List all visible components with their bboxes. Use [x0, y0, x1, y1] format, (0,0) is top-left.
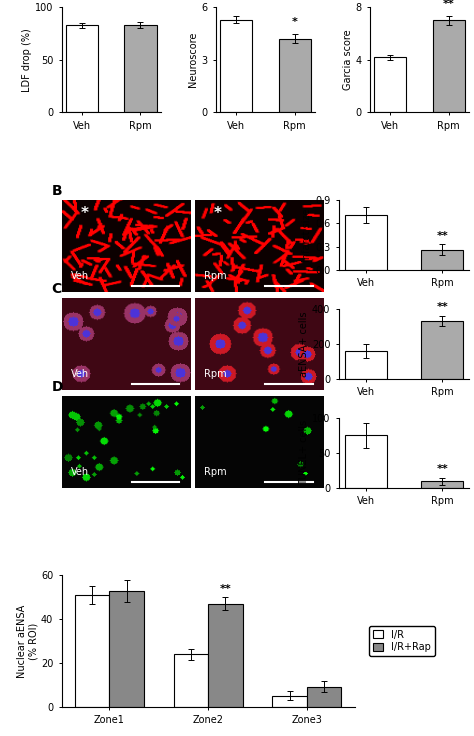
Text: Veh: Veh: [71, 369, 89, 379]
Text: *: *: [81, 206, 89, 221]
Bar: [345, 435, 387, 488]
Text: Veh: Veh: [71, 467, 89, 477]
Y-axis label: Infarct size: Infarct size: [302, 208, 312, 261]
Bar: [374, 57, 406, 113]
Bar: [421, 321, 463, 379]
Text: C: C: [51, 282, 62, 296]
Bar: [75, 595, 109, 707]
Y-axis label: LDF drop (%): LDF drop (%): [22, 28, 32, 92]
Bar: [208, 604, 243, 707]
Bar: [307, 687, 341, 707]
Y-axis label: TUNEL+ cells: TUNEL+ cells: [299, 420, 309, 486]
Text: *: *: [214, 206, 222, 221]
Bar: [279, 39, 310, 113]
Text: *: *: [292, 17, 298, 27]
Text: **: **: [219, 584, 231, 594]
Bar: [272, 696, 307, 707]
Y-axis label: Nuclear aENSA
(% ROI): Nuclear aENSA (% ROI): [17, 604, 38, 678]
Text: **: **: [437, 302, 448, 312]
Legend: I/R, I/R+Rap: I/R, I/R+Rap: [369, 626, 435, 657]
Text: D: D: [51, 380, 63, 394]
Bar: [66, 25, 98, 113]
Bar: [345, 351, 387, 379]
Bar: [109, 591, 144, 707]
Text: Rpm: Rpm: [204, 271, 227, 281]
Bar: [173, 654, 208, 707]
Text: **: **: [443, 0, 455, 9]
Text: Rpm: Rpm: [204, 369, 227, 379]
Text: Veh: Veh: [71, 271, 89, 281]
Text: Rpm: Rpm: [204, 467, 227, 477]
Bar: [421, 250, 463, 270]
Bar: [433, 21, 465, 113]
Text: **: **: [437, 464, 448, 474]
Text: **: **: [437, 230, 448, 241]
Bar: [345, 215, 387, 270]
Bar: [421, 481, 463, 488]
Text: B: B: [51, 184, 62, 198]
Y-axis label: aENSA+ cells: aENSA+ cells: [299, 311, 309, 377]
Bar: [220, 20, 252, 113]
Bar: [125, 25, 156, 113]
Y-axis label: Neuroscore: Neuroscore: [189, 32, 199, 88]
Y-axis label: Garcia score: Garcia score: [343, 29, 353, 90]
